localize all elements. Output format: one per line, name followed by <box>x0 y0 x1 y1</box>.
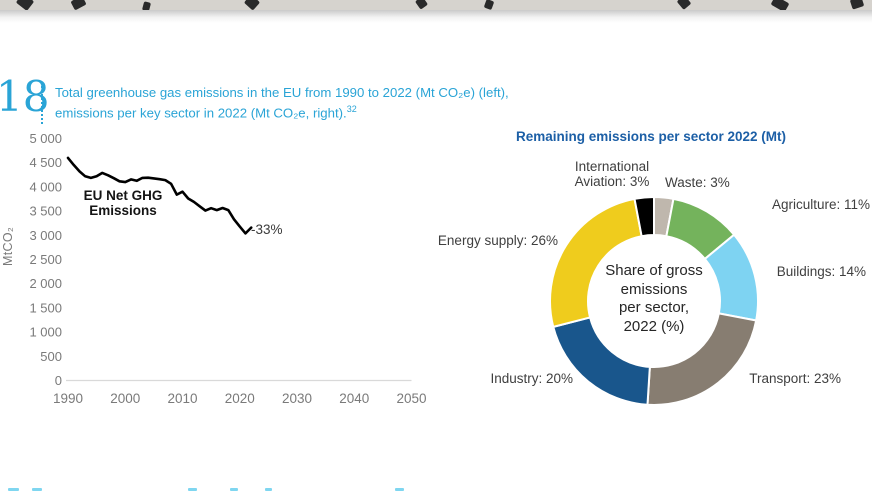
donut-center-line3: per sector, <box>618 299 690 316</box>
donut-center-line1: Share of gross <box>605 262 703 279</box>
y-tick-label: 5 000 <box>29 131 62 146</box>
cutoff-text-fragment <box>230 488 238 491</box>
x-tick-label: 2040 <box>339 391 369 406</box>
y-tick-label: 500 <box>40 349 62 364</box>
segment-label-waste: Waste: 3% <box>665 175 730 190</box>
donut-segment-international-aviation <box>633 195 655 238</box>
y-tick-label: 4 000 <box>29 179 62 194</box>
x-tick-label: 2050 <box>396 391 426 406</box>
line-chart-canvas: 0 500 1 000 1 500 2 000 2 500 3 000 3 500 4 000 4… <box>29 131 426 406</box>
figure-caption-line1: Total greenhouse gas emissions in the EU… <box>55 85 509 100</box>
change-annotation: -33% <box>251 222 283 237</box>
photo-edge-strip <box>0 0 872 10</box>
y-tick-label: 2 500 <box>29 252 62 267</box>
x-tick-label: 2030 <box>282 391 312 406</box>
segment-label-international-aviation-line1: International <box>574 159 650 174</box>
segment-label-energy-supply: Energy supply: 26% <box>437 233 558 248</box>
footnote-reference: 32 <box>346 104 357 114</box>
figure-caption-line2: emissions per key sector in 2022 (Mt CO₂… <box>55 101 575 121</box>
y-tick-label: 1 000 <box>29 325 62 340</box>
y-axis-title: MtCO₂ <box>1 227 15 266</box>
series-label-line1: EU Net GHG <box>83 188 163 203</box>
donut-chart-canvas <box>549 195 759 406</box>
segment-label-industry: Industry: 20% <box>490 371 573 386</box>
emissions-line <box>66 156 253 235</box>
figure-caption-line2-text: emissions per key sector in 2022 (Mt CO₂… <box>55 105 347 121</box>
segment-label-international-aviation-line2: Aviation: 3% <box>574 173 650 189</box>
y-tick-label: 4 500 <box>29 155 62 170</box>
figure-caption: Total greenhouse gas emissions in the EU… <box>55 85 575 121</box>
series-label: EU Net GHG Emissions <box>63 188 183 218</box>
segment-label-transport: Transport: 23% <box>749 371 841 386</box>
donut-center-line2: emissions <box>620 280 688 298</box>
x-tick-label: 2010 <box>167 391 197 406</box>
x-tick-label: 2020 <box>225 391 255 406</box>
x-tick-label: 2000 <box>110 391 140 406</box>
series-label-line2: Emissions <box>89 202 157 218</box>
y-tick-label: 3 000 <box>29 228 62 243</box>
y-tick-label: 3 500 <box>29 204 62 219</box>
cutoff-text-fragment <box>8 488 19 491</box>
segment-label-buildings: Buildings: 14% <box>776 264 866 279</box>
y-tick-label: 1 500 <box>29 300 62 315</box>
donut-chart-title: Remaining emissions per sector 2022 (Mt) <box>515 129 787 144</box>
cutoff-text-fragment <box>188 488 197 491</box>
cutoff-text-fragment <box>265 488 272 491</box>
donut-center-label: Share of gross emissions per sector, 202… <box>584 262 724 336</box>
figure-caption-separator <box>41 86 43 124</box>
segment-label-agriculture: Agriculture: 11% <box>771 197 870 212</box>
donut-chart: Remaining emissions per sector 2022 (Mt)… <box>430 125 872 430</box>
cutoff-text-fragment <box>32 488 42 491</box>
x-tick-label: 1990 <box>53 391 83 406</box>
y-tick-label: 2 000 <box>29 276 62 291</box>
photo-shadow <box>0 10 872 23</box>
cutoff-text-fragment <box>395 488 404 491</box>
y-tick-label: 0 <box>55 373 62 388</box>
donut-center-line4: 2022 (%) <box>623 317 685 335</box>
segment-label-international-aviation: International Aviation: 3% <box>560 159 664 189</box>
line-chart: 0 500 1 000 1 500 2 000 2 500 3 000 3 500 4 000 4… <box>0 130 430 420</box>
